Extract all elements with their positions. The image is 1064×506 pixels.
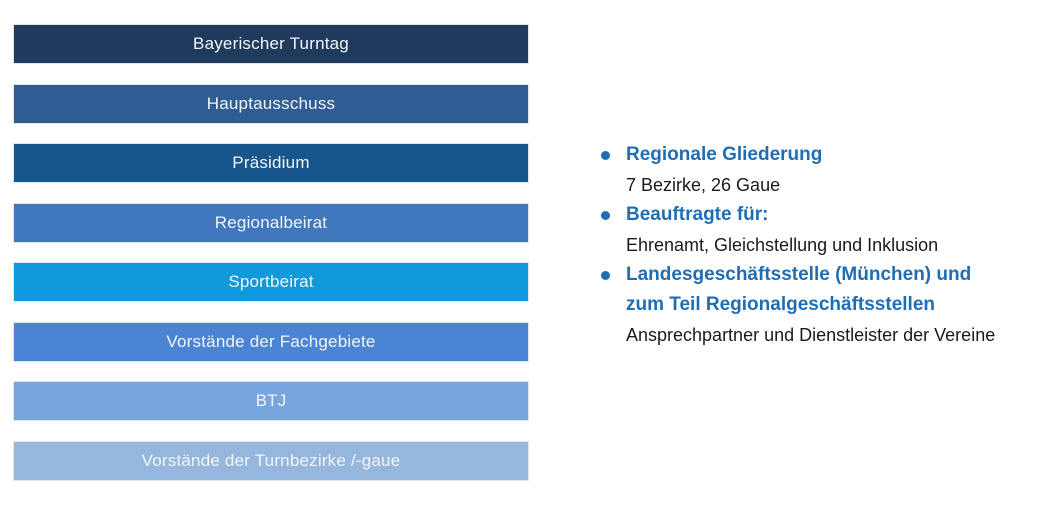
list-item: Landesgeschäftsstelle (München) und zum … — [601, 260, 1046, 350]
org-chart-stack: Bayerischer Turntag Hauptausschuss Präsi… — [13, 24, 529, 481]
org-level-label: Hauptausschuss — [206, 93, 336, 113]
org-level-bar: Sportbeirat — [13, 262, 529, 302]
bullet-title: Regionale Gliederung — [626, 144, 823, 165]
org-level-bar: Regionalbeirat — [13, 202, 529, 243]
org-level-bar: Hauptausschuss — [13, 83, 529, 124]
bullet-title-row: Landesgeschäftsstelle (München) und zum … — [601, 260, 1046, 320]
bullet-title: Beauftragte für: — [626, 204, 769, 225]
org-level-bar: BTJ — [13, 381, 529, 421]
bullet-icon — [601, 150, 610, 160]
org-level-label: Präsidium — [232, 153, 310, 172]
bullet-icon — [601, 270, 610, 280]
org-level-label: Vorstände der Fachgebiete — [166, 331, 376, 351]
org-level-label: Bayerischer Turntag — [193, 34, 349, 53]
bullet-title: Landesgeschäftsstelle (München) und zum … — [626, 264, 972, 315]
bullet-subtitle: Ansprechpartner und Dienstleister der Ve… — [626, 325, 996, 345]
bullet-subtitle: Ehrenamt, Gleichstellung und Inklusion — [626, 235, 939, 255]
org-level-bar: Bayerischer Turntag — [13, 24, 529, 64]
list-item: Regionale Gliederung 7 Bezirke, 26 Gaue — [601, 140, 1046, 200]
bullet-subtitle: 7 Bezirke, 26 Gaue — [626, 175, 781, 195]
org-level-bar: Vorstände der Turnbezirke /-gaue — [13, 440, 529, 481]
org-level-label: Sportbeirat — [228, 272, 314, 291]
bullet-title-row: Regionale Gliederung — [601, 140, 1046, 170]
bullet-list: Regionale Gliederung 7 Bezirke, 26 Gaue … — [601, 140, 1046, 350]
org-level-label: BTJ — [255, 391, 287, 410]
bullet-icon — [601, 210, 610, 220]
org-level-label: Regionalbeirat — [214, 212, 328, 232]
org-level-label: Vorstände der Turnbezirke /-gaue — [141, 450, 401, 470]
org-level-bar: Präsidium — [13, 143, 529, 183]
bullet-title-row: Beauftragte für: — [601, 200, 1046, 230]
list-item: Beauftragte für: Ehrenamt, Gleichstellun… — [601, 200, 1046, 260]
org-level-bar: Vorstände der Fachgebiete — [13, 321, 529, 362]
